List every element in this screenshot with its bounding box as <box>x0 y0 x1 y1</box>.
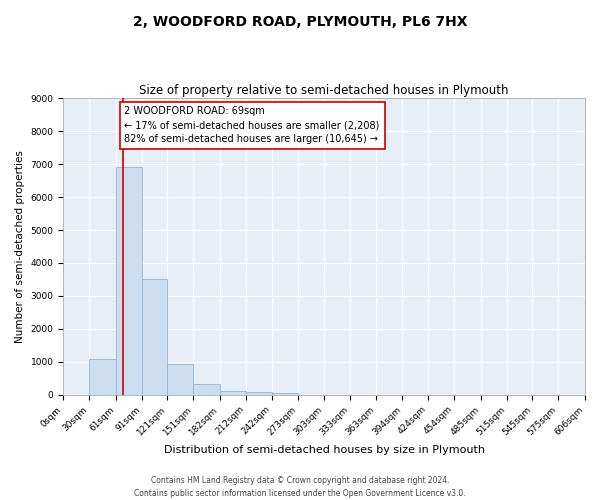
Bar <box>116 168 142 395</box>
Text: 2, WOODFORD ROAD, PLYMOUTH, PL6 7HX: 2, WOODFORD ROAD, PLYMOUTH, PL6 7HX <box>133 15 467 29</box>
Title: Size of property relative to semi-detached houses in Plymouth: Size of property relative to semi-detach… <box>139 84 509 97</box>
Text: Contains HM Land Registry data © Crown copyright and database right 2024.
Contai: Contains HM Land Registry data © Crown c… <box>134 476 466 498</box>
X-axis label: Distribution of semi-detached houses by size in Plymouth: Distribution of semi-detached houses by … <box>164 445 485 455</box>
Bar <box>89 358 116 395</box>
Bar <box>167 364 193 395</box>
Bar <box>246 392 272 395</box>
Text: 2 WOODFORD ROAD: 69sqm
← 17% of semi-detached houses are smaller (2,208)
82% of : 2 WOODFORD ROAD: 69sqm ← 17% of semi-det… <box>124 106 380 144</box>
Bar <box>142 280 167 395</box>
Bar <box>193 384 220 395</box>
Y-axis label: Number of semi-detached properties: Number of semi-detached properties <box>15 150 25 343</box>
Bar <box>272 393 298 395</box>
Bar <box>220 391 246 395</box>
